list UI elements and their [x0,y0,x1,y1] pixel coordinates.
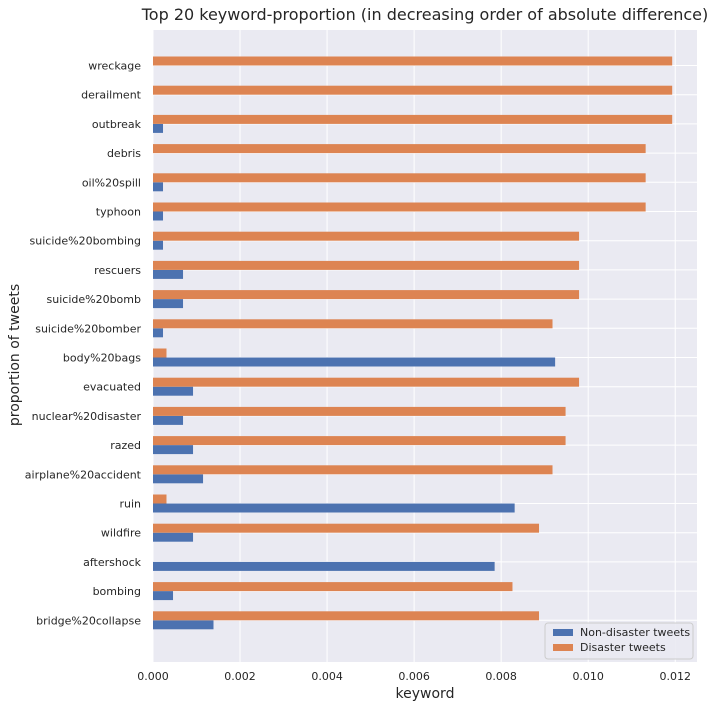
non-disaster-bar [153,474,204,484]
y-tick-label: wildfire [101,527,141,540]
disaster-bar [153,231,580,241]
disaster-bar [153,319,553,329]
non-disaster-bar [153,386,194,396]
y-tick-label: airplane%20accident [25,468,142,481]
y-tick-label: typhoon [96,206,141,219]
disaster-bar [153,85,673,95]
plot-area [153,30,697,662]
disaster-bar [153,56,673,66]
y-tick-label: bombing [93,585,141,598]
y-tick-label: suicide%20bomb [47,293,141,306]
disaster-bar [153,144,646,154]
y-tick-labels: wreckage derailment outbreak debris oil%20sp… [25,60,142,628]
y-tick-label: wreckage [88,60,141,73]
disaster-bar [153,494,167,504]
legend-label: Non-disaster tweets [580,626,690,639]
y-tick-label: bridge%20collapse [36,614,141,627]
disaster-bar [153,436,566,446]
x-tick-label: 0.004 [311,670,343,683]
non-disaster-bar [153,328,164,338]
x-tick-label: 0.010 [572,670,604,683]
non-disaster-bar [153,211,164,221]
disaster-bar [153,582,513,592]
disaster-bar [153,290,580,300]
y-tick-label: evacuated [83,381,141,394]
y-tick-label: oil%20spill [82,176,141,189]
non-disaster-bar [153,123,164,133]
x-tick-label: 0.006 [398,670,430,683]
non-disaster-bar [153,620,214,630]
bars [153,56,673,630]
chart-title: Top 20 keyword-proportion (in decreasing… [141,5,709,24]
non-disaster-bar [153,445,194,455]
non-disaster-bar [153,269,184,279]
disaster-bar [153,406,566,416]
disaster-bar [153,173,646,183]
disaster-bar [153,377,580,387]
disaster-bar [153,202,646,212]
x-axis-title: keyword [396,686,455,702]
legend-label: Disaster tweets [580,641,666,654]
disaster-bar [153,465,553,475]
y-tick-label: derailment [81,89,142,102]
disaster-bar [153,348,167,358]
non-disaster-bar [153,182,164,192]
x-tick-labels: 0.000 0.002 0.004 0.006 0.008 0.010 0.012 [137,670,691,683]
x-tick-label: 0.008 [485,670,517,683]
y-tick-label: razed [110,439,141,452]
y-axis-title: proportion of tweets [7,284,23,426]
y-tick-label: debris [107,147,141,160]
legend-swatch [553,644,573,651]
y-tick-label: aftershock [83,556,142,569]
x-tick-label: 0.000 [137,670,169,683]
non-disaster-bar [153,415,184,425]
y-tick-label: suicide%20bomber [35,322,141,335]
non-disaster-bar [153,299,184,309]
y-tick-label: outbreak [92,118,142,131]
x-tick-label: 0.002 [224,670,256,683]
legend: Non-disaster tweets Disaster tweets [544,622,694,660]
non-disaster-bar [153,561,495,571]
non-disaster-bar [153,240,164,250]
non-disaster-bar [153,357,556,367]
legend-box [544,622,694,660]
legend-swatch [553,629,573,636]
non-disaster-bar [153,532,194,542]
disaster-bar [153,260,580,270]
y-tick-label: body%20bags [63,352,141,365]
y-tick-label: rescuers [94,264,141,277]
y-tick-label: suicide%20bombing [30,235,141,248]
non-disaster-bar [153,503,515,513]
disaster-bar [153,114,673,124]
x-tick-label: 0.012 [659,670,691,683]
non-disaster-bar [153,591,174,601]
y-tick-label: ruin [119,498,141,511]
disaster-bar [153,523,540,533]
disaster-bar [153,611,540,621]
y-tick-label: nuclear%20disaster [32,410,142,423]
